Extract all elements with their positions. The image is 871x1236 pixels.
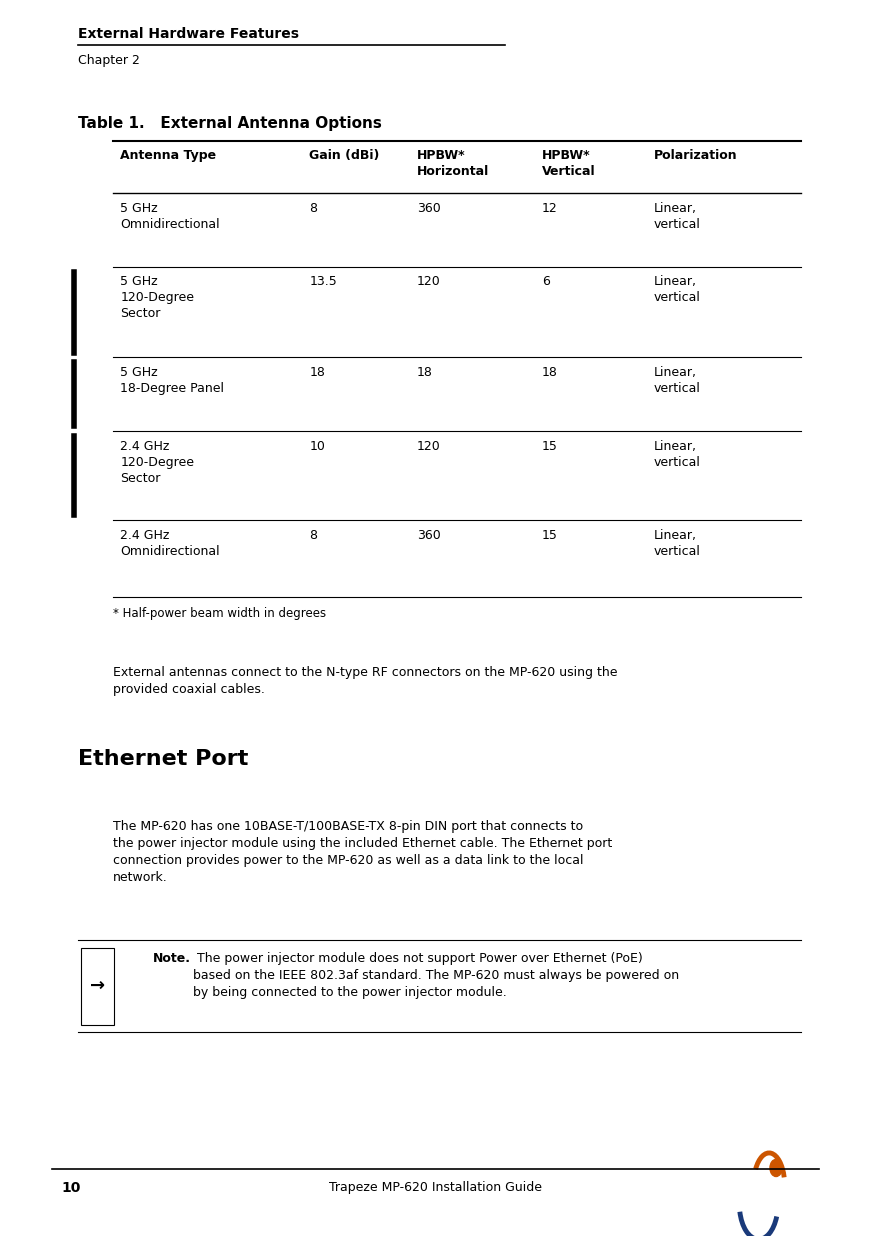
Text: Polarization: Polarization	[653, 150, 737, 162]
Text: Gain (dBi): Gain (dBi)	[309, 150, 380, 162]
Text: Trapeze MP-620 Installation Guide: Trapeze MP-620 Installation Guide	[329, 1182, 542, 1194]
Circle shape	[770, 1159, 782, 1177]
Text: Chapter 2: Chapter 2	[78, 54, 140, 67]
Text: The MP-620 has one 10BASE-T/100BASE-TX 8-pin DIN port that connects to
the power: The MP-620 has one 10BASE-T/100BASE-TX 8…	[113, 821, 612, 884]
Text: 120: 120	[417, 276, 441, 288]
Text: Ethernet Port: Ethernet Port	[78, 749, 249, 769]
Text: Linear,
vertical: Linear, vertical	[653, 366, 700, 396]
Text: 8: 8	[309, 529, 317, 541]
Text: 120: 120	[417, 440, 441, 452]
Text: HPBW*
Horizontal: HPBW* Horizontal	[417, 150, 490, 178]
Text: Antenna Type: Antenna Type	[120, 150, 216, 162]
Text: 18: 18	[417, 366, 433, 379]
Text: →: →	[90, 978, 105, 995]
Text: 12: 12	[542, 201, 557, 215]
Text: Linear,
vertical: Linear, vertical	[653, 440, 700, 468]
Text: 5 GHz
Omnidirectional: 5 GHz Omnidirectional	[120, 201, 219, 231]
Text: 2.4 GHz
Omnidirectional: 2.4 GHz Omnidirectional	[120, 529, 219, 557]
Text: 18: 18	[309, 366, 325, 379]
Text: HPBW*
Vertical: HPBW* Vertical	[542, 150, 595, 178]
Text: External antennas connect to the N-type RF connectors on the MP-620 using the
pr: External antennas connect to the N-type …	[113, 666, 618, 696]
Text: 360: 360	[417, 201, 441, 215]
Text: 360: 360	[417, 529, 441, 541]
Text: The power injector module does not support Power over Ethernet (PoE)
based on th: The power injector module does not suppo…	[193, 953, 679, 1000]
Text: * Half-power beam width in degrees: * Half-power beam width in degrees	[113, 607, 327, 620]
Text: 2.4 GHz
120-Degree
Sector: 2.4 GHz 120-Degree Sector	[120, 440, 194, 485]
Text: Linear,
vertical: Linear, vertical	[653, 201, 700, 231]
Text: 8: 8	[309, 201, 317, 215]
Text: Linear,
vertical: Linear, vertical	[653, 276, 700, 304]
Text: 10: 10	[61, 1182, 80, 1195]
Text: 6: 6	[542, 276, 550, 288]
Text: 5 GHz
18-Degree Panel: 5 GHz 18-Degree Panel	[120, 366, 224, 396]
Text: 10: 10	[309, 440, 325, 452]
Text: 15: 15	[542, 529, 557, 541]
Bar	[81, 948, 114, 1025]
Text: 13.5: 13.5	[309, 276, 337, 288]
Text: 15: 15	[542, 440, 557, 452]
Text: 18: 18	[542, 366, 557, 379]
Text: 5 GHz
120-Degree
Sector: 5 GHz 120-Degree Sector	[120, 276, 194, 320]
Text: Linear,
vertical: Linear, vertical	[653, 529, 700, 557]
Text: Table 1.   External Antenna Options: Table 1. External Antenna Options	[78, 116, 382, 131]
Text: External Hardware Features: External Hardware Features	[78, 27, 300, 41]
Text: Note.: Note.	[152, 953, 191, 965]
